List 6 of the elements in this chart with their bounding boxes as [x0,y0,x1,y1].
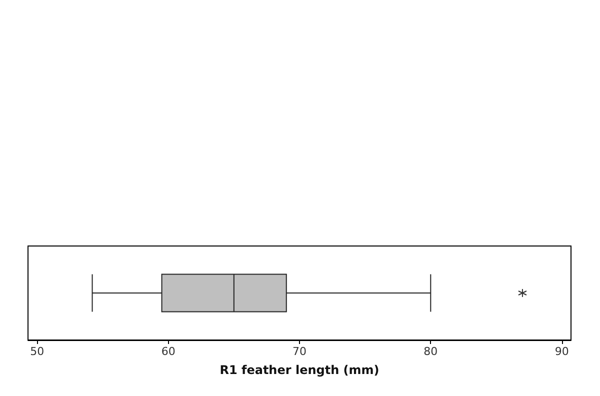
x-tick-label: 80 [424,345,438,358]
x-axis-title: R1 feather length (mm) [220,363,380,377]
x-tick-label: 90 [554,345,569,358]
x-tick-label: 60 [161,345,176,358]
x-tick-label: 50 [30,345,44,358]
x-tick-label: 70 [292,345,306,358]
